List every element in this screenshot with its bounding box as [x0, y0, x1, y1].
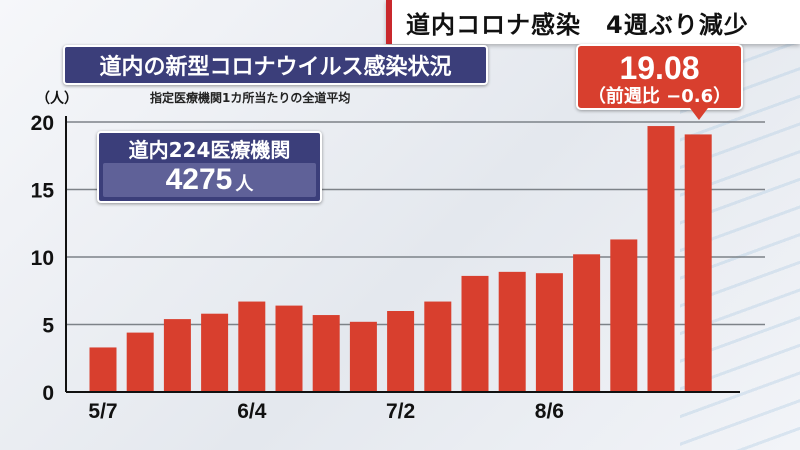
chart-title-text: 道内の新型コロナウイルス感染状況 — [99, 55, 452, 80]
bar-16 — [684, 134, 712, 393]
bar-9 — [424, 301, 452, 392]
latest-value-callout: 19.08 （前週比 −0.6） — [576, 44, 743, 110]
bar-2 — [163, 319, 191, 392]
bar-1 — [126, 332, 154, 392]
bar-7 — [349, 321, 377, 392]
x-tick-label-0: 5/7 — [88, 400, 117, 423]
bar-13 — [573, 254, 601, 392]
bar-15 — [647, 126, 675, 393]
bar-14 — [610, 239, 638, 392]
bars — [89, 126, 712, 393]
bar-4 — [238, 301, 266, 392]
bar-12 — [535, 273, 563, 392]
bar-11 — [498, 271, 526, 392]
patient-total-value: 4275 — [165, 163, 233, 196]
axes: 0 5 10 15 20 5/7 6/4 7/2 8/6 — [31, 112, 740, 423]
bar-6 — [312, 315, 340, 392]
facility-count-box: 道内224医療機関 4275 人 — [97, 131, 322, 203]
y-tick-label-20: 20 — [31, 112, 54, 135]
y-tick-label-10: 10 — [31, 247, 54, 270]
patient-total-unit: 人 — [235, 174, 254, 195]
callout-change: （前週比 −0.6） — [587, 86, 732, 107]
callout-pointer — [690, 108, 708, 120]
y-tick-label-15: 15 — [31, 180, 55, 203]
chart-title: 道内の新型コロナウイルス感染状況 — [63, 45, 488, 85]
bar-5 — [275, 305, 303, 392]
bar-8 — [387, 311, 415, 392]
bar-0 — [89, 347, 117, 392]
headline-banner: 道内コロナ感染 4週ぶり減少 — [386, 0, 800, 44]
headline-text: 道内コロナ感染 4週ぶり減少 — [406, 10, 749, 39]
patient-total: 4275 人 — [103, 163, 316, 197]
callout-value: 19.08 — [619, 50, 700, 86]
x-tick-label-12: 8/6 — [535, 400, 564, 423]
x-tick-label-8: 7/2 — [386, 400, 415, 423]
x-tick-label-4: 6/4 — [237, 400, 267, 423]
y-axis-unit-label: （人） — [36, 91, 78, 107]
bar-10 — [461, 275, 489, 392]
y-tick-label-0: 0 — [42, 382, 54, 405]
facility-count-label: 道内224医療機関 — [128, 137, 291, 162]
chart-subtitle: 指定医療機関1カ所当たりの全道平均 — [150, 91, 351, 105]
bar-3 — [201, 313, 229, 392]
y-tick-label-5: 5 — [42, 315, 54, 338]
